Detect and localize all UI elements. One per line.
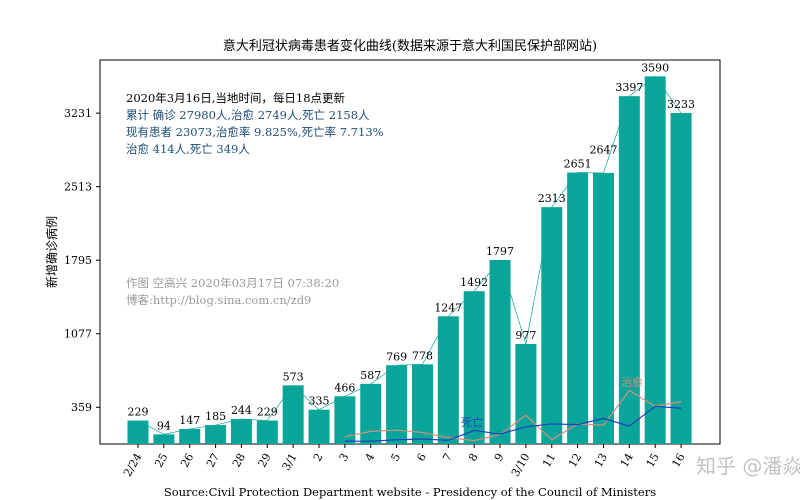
bar [489,259,511,444]
x-tick-label: 9 [492,451,507,464]
y-tick-label: 2513 [64,181,92,194]
y-tick-label: 359 [71,401,92,414]
bar [205,425,227,444]
bar [153,434,175,444]
bar [670,112,692,445]
bar [179,428,201,444]
annotation-daily: 治愈 414人,死亡 349人 [126,142,250,156]
bar-value-label: 185 [205,410,226,423]
x-tick-label: 6 [414,451,429,464]
x-tick-label: 13 [592,451,610,470]
x-tick-label: 3/10 [509,451,533,479]
x-tick-label: 26 [178,451,196,470]
x-tick-label: 25 [152,451,170,470]
x-tick-label: 7 [440,451,455,464]
bar [127,420,149,444]
series-label-deaths: 死亡 [461,415,483,429]
annotation-header: 2020年3月16日,当地时间，每日18点更新 [126,91,346,105]
bar [644,76,666,444]
x-tick-label: 12 [566,451,584,470]
bar-value-label: 977 [515,329,536,342]
bar-value-label: 3590 [641,61,669,74]
bar-value-label: 466 [334,381,355,394]
x-tick-label: 4 [363,451,378,464]
x-tick-label: 15 [644,451,662,470]
bar-value-label: 335 [309,395,330,408]
bar [308,409,330,444]
x-tick-label: 29 [256,451,274,470]
bar [437,316,459,444]
y-tick-label: 3231 [64,107,92,120]
bar-value-label: 3233 [667,98,695,111]
x-tick-label: 27 [204,451,222,470]
annotation-author: 作图 空高兴 2020年03月17日 07:38:20 [126,276,340,290]
x-tick-label: 28 [230,451,248,470]
bar-value-label: 229 [128,406,149,419]
y-tick-label: 1795 [64,254,92,267]
bar [463,291,485,444]
bar-value-label: 229 [257,406,278,419]
bar [256,420,278,444]
bar-value-label: 147 [179,414,200,427]
bar [386,365,408,444]
chart-title: 意大利冠状病毒患者变化曲线(数据来源于意大利国民保护部网站) [223,38,597,54]
bar [567,172,589,444]
x-tick-label: 3/1 [280,451,300,473]
x-tick-label: 14 [618,451,636,470]
bar-value-label: 94 [157,419,171,432]
bar-value-label: 1247 [434,301,462,314]
y-axis-label: 新增确诊病例 [44,216,59,288]
bar [411,364,433,444]
bar-value-label: 1797 [486,245,514,258]
x-tick-label: 3 [337,451,352,464]
bar [282,385,304,444]
x-axis-label: Source:Civil Protection Department websi… [164,485,656,499]
x-tick-label: 8 [466,451,481,464]
bar-top-line [137,75,682,435]
bar [541,207,563,444]
annotation-rates: 现有患者 23073,治愈率 9.825%,死亡率 7.713% [126,125,384,139]
bar-value-label: 778 [412,349,433,362]
plot-frame [99,59,721,445]
bar-value-label: 2647 [589,144,617,157]
watermark: 知乎 @潘焱 [696,454,800,478]
bar-value-label: 3397 [615,81,643,94]
annotation-cumulative: 累计 确诊 27980人,治愈 2749人,死亡 2158人 [126,108,370,122]
bar-value-label: 244 [231,404,252,417]
series-line-deaths [344,405,682,442]
x-tick-label: 2/24 [121,451,145,479]
bar [334,396,356,444]
x-tick-label: 16 [669,451,687,470]
bar-value-label: 587 [360,369,381,382]
y-tick-label: 1077 [64,328,92,341]
bar [230,419,252,444]
bar-value-label: 2313 [538,192,566,205]
bar-value-label: 573 [283,370,304,383]
x-tick-label: 5 [388,451,403,464]
bar-value-label: 1492 [460,276,488,289]
x-tick-label: 2 [311,451,326,464]
series-line-recovered [344,389,682,442]
bar [360,383,382,444]
bar-value-label: 769 [386,350,407,363]
bar-value-label: 2651 [564,158,592,171]
bar [592,172,614,444]
series-label-recovered: 治愈 [621,375,643,389]
x-tick-label: 11 [540,451,558,470]
annotation-blog: 博客:http://blog.sina.com.cn/zd9 [126,293,312,307]
bar [618,96,640,444]
